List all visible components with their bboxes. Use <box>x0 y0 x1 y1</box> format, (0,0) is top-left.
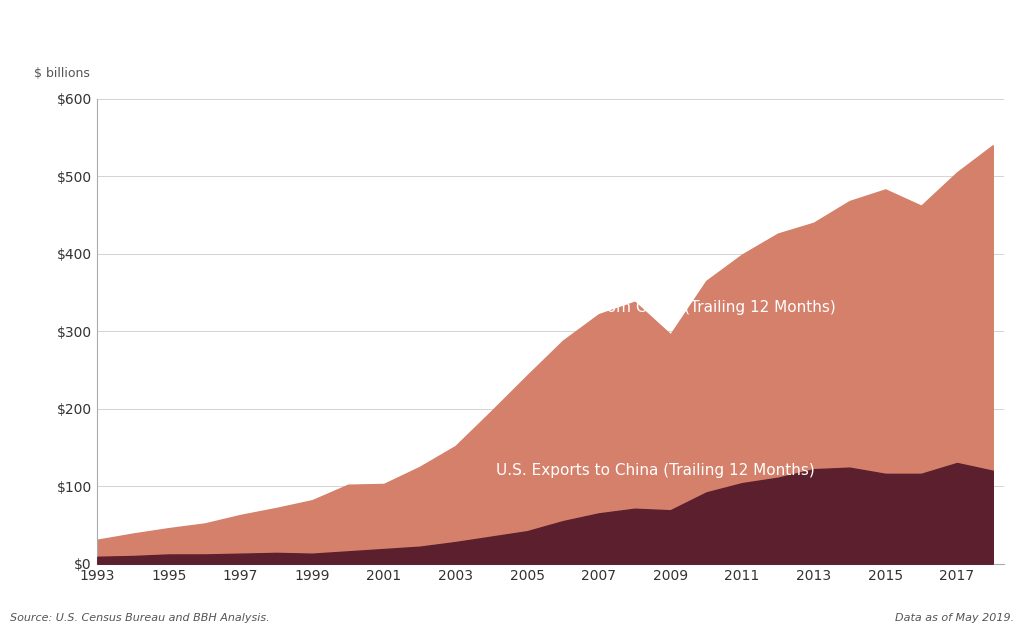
Text: Data as of May 2019.: Data as of May 2019. <box>895 613 1014 623</box>
Text: $ billions: $ billions <box>34 67 90 80</box>
Text: U.S. Imports from China (Trailing 12 Months): U.S. Imports from China (Trailing 12 Mon… <box>496 301 836 315</box>
Text: U.S. Exports to China (Trailing 12 Months): U.S. Exports to China (Trailing 12 Month… <box>496 463 815 478</box>
Text: U.S.-China Trade Balances: U.S.-China Trade Balances <box>12 34 545 68</box>
Text: Source: U.S. Census Bureau and BBH Analysis.: Source: U.S. Census Bureau and BBH Analy… <box>10 613 270 623</box>
